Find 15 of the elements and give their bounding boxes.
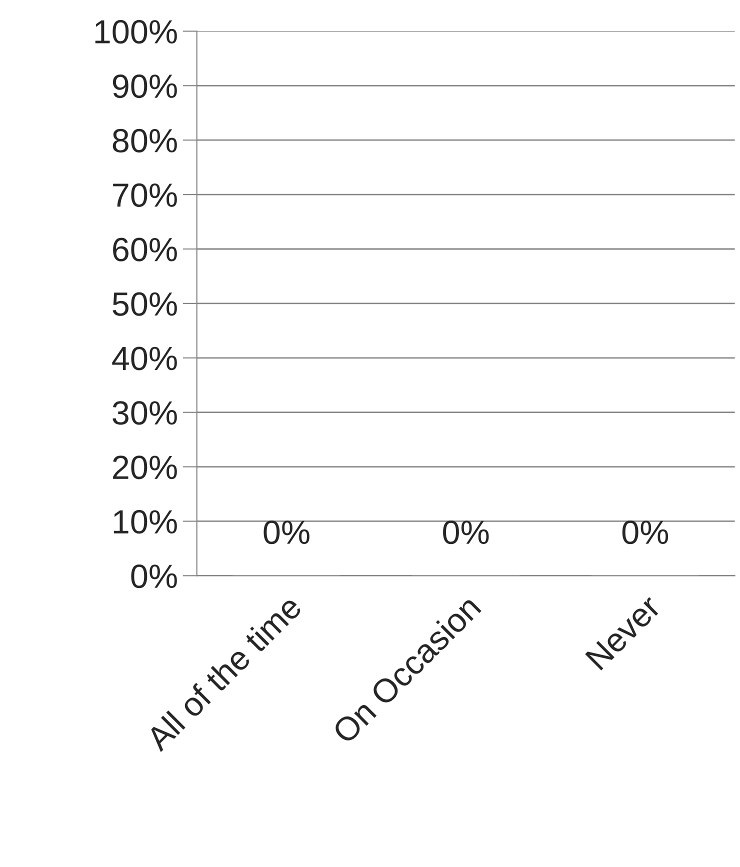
data-label: 0%: [264, 520, 310, 544]
y-tick-label: 40%: [112, 346, 177, 370]
y-tick-label: 30%: [112, 401, 177, 425]
y-tick-label: 80%: [112, 128, 177, 153]
y-tick-label: 100%: [95, 20, 177, 44]
y-tick-label: 0%: [131, 564, 177, 588]
data-label: 0%: [622, 520, 668, 544]
y-tick-label: 70%: [113, 183, 177, 207]
data-label: 0%: [443, 520, 489, 544]
y-tick-label: 20%: [113, 456, 177, 480]
y-tick-label: 90%: [112, 74, 177, 98]
y-tick-label: 60%: [113, 238, 177, 262]
y-tick-label: 50%: [112, 292, 177, 316]
y-tick-label: 10%: [114, 510, 177, 534]
x-tick-label: All of the time: [144, 593, 303, 752]
